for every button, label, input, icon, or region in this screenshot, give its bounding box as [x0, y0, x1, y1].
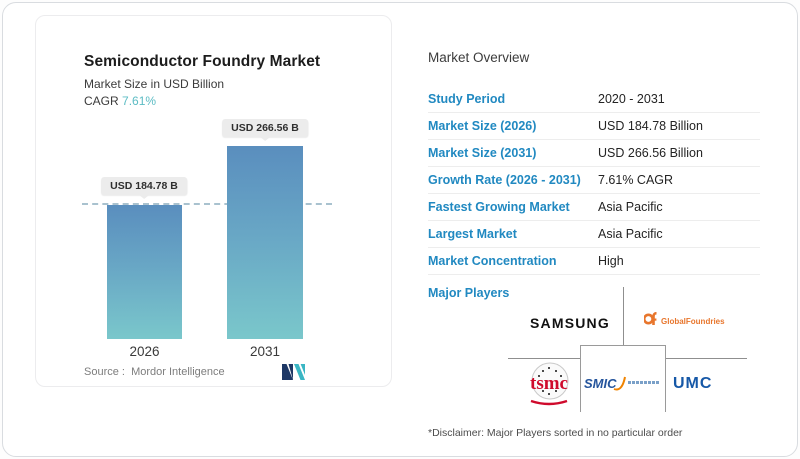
- chart-cagr: CAGR 7.61%: [84, 94, 156, 108]
- chart-subtitle: Market Size in USD Billion: [84, 77, 225, 91]
- source-label: Source :: [84, 366, 125, 378]
- globalfoundries-name: GlobalFoundries: [661, 317, 725, 326]
- tsmc-wordmark: tsmc: [530, 373, 568, 394]
- row-value: Asia Pacific: [598, 200, 663, 214]
- table-row-fastest-growing-market: Fastest Growing Market Asia Pacific: [428, 194, 760, 221]
- table-row-market-concentration: Market Concentration High: [428, 248, 760, 275]
- overview-table: Study Period 2020 - 2031 Market Size (20…: [428, 86, 760, 275]
- tsmc-logo: tsmc: [521, 361, 577, 414]
- row-value: Asia Pacific: [598, 227, 663, 241]
- table-row-largest-market: Largest Market Asia Pacific: [428, 221, 760, 248]
- reference-dashed-line: [82, 203, 332, 205]
- x-axis-label-2026: 2026: [129, 344, 160, 359]
- row-value: USD 266.56 Billion: [598, 146, 703, 160]
- cagr-value: 7.61%: [122, 94, 157, 108]
- players-disclaimer: *Disclaimer: Major Players sorted in no …: [428, 427, 683, 439]
- smic-wordmark: SMIC: [584, 376, 617, 391]
- row-value: High: [598, 254, 624, 268]
- bar-value-badge-2031: USD 266.56 B: [222, 119, 308, 137]
- row-label: Largest Market: [428, 227, 517, 241]
- market-size-chart-card: Semiconductor Foundry Market Market Size…: [35, 15, 392, 387]
- chart-title: Semiconductor Foundry Market: [84, 53, 321, 70]
- row-label: Growth Rate (2026 - 2031): [428, 173, 581, 187]
- cagr-label: CAGR: [84, 94, 119, 108]
- table-row-market-size-2026: Market Size (2026) USD 184.78 Billion: [428, 113, 760, 140]
- source-attribution: Source : Mordor Intelligence: [84, 366, 225, 378]
- table-row-market-size-2031: Market Size (2031) USD 266.56 Billion: [428, 140, 760, 167]
- smic-logo: SMIC: [584, 373, 662, 398]
- overview-heading: Market Overview: [428, 50, 530, 65]
- mordor-intelligence-logo-icon: [282, 364, 305, 385]
- source-name: Mordor Intelligence: [131, 366, 225, 378]
- table-row-growth-rate: Growth Rate (2026 - 2031) 7.61% CAGR: [428, 167, 760, 194]
- x-axis-label-2031: 2031: [249, 344, 281, 359]
- players-connector-right-line: [666, 358, 747, 359]
- bar-2031: [227, 146, 303, 339]
- players-connector-vertical-line: [623, 287, 624, 345]
- row-label: Market Size (2031): [428, 146, 537, 160]
- bar-value-badge-2026: USD 184.78 B: [101, 177, 187, 195]
- row-value: 2020 - 2031: [598, 92, 665, 106]
- smic-logo-box: [580, 345, 666, 412]
- table-row-study-period: Study Period 2020 - 2031: [428, 86, 760, 113]
- row-label: Market Size (2026): [428, 119, 537, 133]
- major-players-label: Major Players: [428, 286, 510, 300]
- players-connector-left-line: [508, 358, 580, 359]
- smic-chinese-name-text: [628, 381, 659, 384]
- row-value: 7.61% CAGR: [598, 173, 674, 187]
- row-label: Study Period: [428, 92, 506, 106]
- row-label: Fastest Growing Market: [428, 200, 570, 214]
- samsung-logo: SAMSUNG: [530, 315, 610, 331]
- globalfoundries-logo: GlobalFoundries: [642, 311, 725, 331]
- bar-2026: [107, 205, 182, 339]
- umc-logo: UMC: [673, 375, 713, 392]
- row-label: Market Concentration: [428, 254, 557, 268]
- globalfoundries-gf-icon: [642, 311, 658, 331]
- row-value: USD 184.78 Billion: [598, 119, 703, 133]
